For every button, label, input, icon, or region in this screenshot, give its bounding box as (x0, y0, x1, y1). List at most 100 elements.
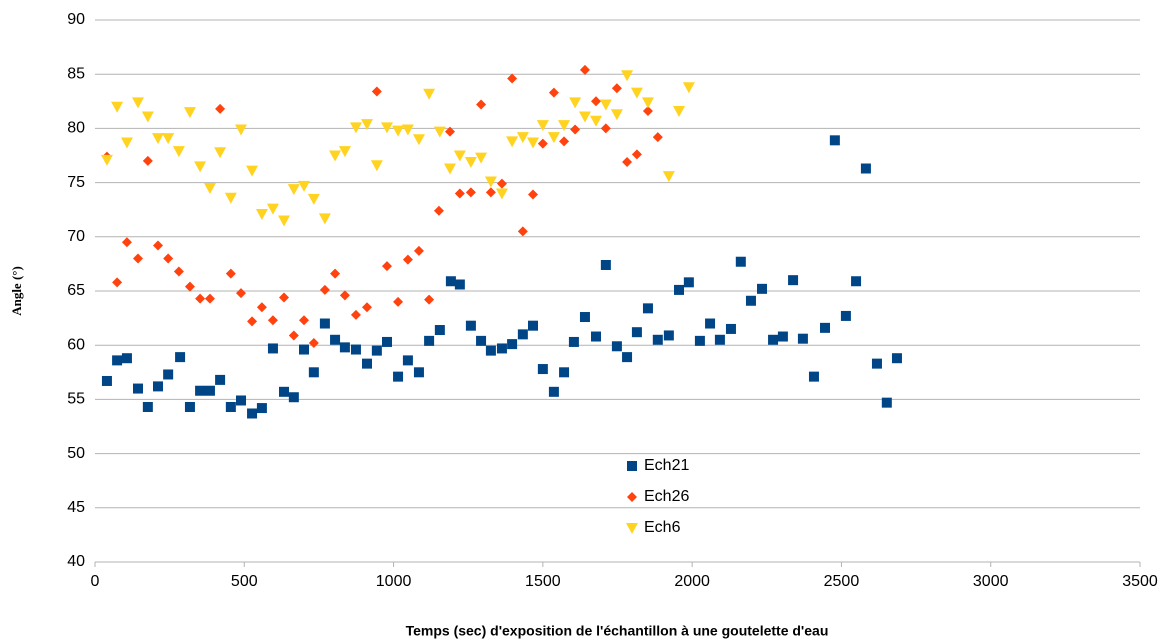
data-point (517, 226, 528, 237)
x-tick-label: 0 (91, 573, 100, 590)
data-point (641, 97, 654, 109)
data-point (434, 325, 445, 336)
data-point (278, 386, 289, 397)
data-point (610, 109, 623, 121)
data-point (820, 322, 831, 333)
y-tick-label: 55 (67, 391, 85, 408)
data-point (600, 123, 611, 134)
y-tick-label: 90 (67, 11, 85, 28)
data-point (307, 193, 320, 205)
data-point (162, 133, 175, 145)
data-point (194, 161, 207, 173)
x-tick-label: 2500 (824, 573, 860, 590)
data-point (142, 155, 153, 166)
data-point (195, 385, 206, 396)
data-point (349, 122, 362, 134)
data-point (424, 335, 435, 346)
data-point (622, 352, 633, 363)
data-point (277, 215, 290, 227)
y-tick-label: 60 (67, 336, 85, 353)
data-point (465, 187, 476, 198)
legend-label: Ech6 (644, 519, 681, 536)
data-point (339, 290, 350, 301)
data-point (236, 395, 247, 406)
data-point (757, 283, 768, 294)
data-point (777, 331, 788, 342)
data-point (163, 253, 174, 264)
data-point (517, 329, 528, 340)
data-point (444, 163, 457, 175)
data-point (299, 344, 309, 355)
data-point (339, 342, 350, 353)
x-tick-label: 3000 (973, 573, 1009, 590)
data-point (528, 189, 539, 200)
data-point (547, 132, 560, 144)
data-point (630, 87, 643, 99)
data-point (570, 124, 581, 135)
data-point (590, 115, 603, 127)
data-point (350, 344, 361, 355)
data-point (393, 371, 404, 382)
data-point (591, 96, 602, 107)
data-point (891, 353, 902, 364)
data-point (768, 334, 779, 345)
data-point (507, 73, 518, 84)
data-point (173, 266, 184, 277)
data-point (256, 302, 267, 313)
data-point (725, 323, 736, 334)
data-point (266, 203, 279, 215)
data-point (163, 369, 174, 380)
y-tick-label: 75 (67, 174, 85, 191)
y-axis-label: Angle (°) (9, 266, 24, 316)
data-point (682, 82, 695, 94)
data-point (121, 237, 132, 248)
data-point (559, 136, 570, 147)
data-point (184, 281, 195, 292)
data-point (674, 284, 685, 295)
data-point (673, 106, 686, 118)
data-point (485, 187, 496, 198)
data-point (288, 330, 299, 341)
x-tick-label: 1500 (525, 573, 561, 590)
data-point (537, 138, 548, 149)
data-point (111, 101, 124, 113)
data-point (568, 336, 579, 347)
data-point (476, 99, 487, 110)
data-point (361, 302, 372, 313)
data-point (100, 154, 113, 166)
data-point (318, 213, 331, 225)
data-point (236, 288, 247, 299)
data-point (642, 303, 653, 314)
data-point (475, 152, 488, 164)
data-point (829, 135, 840, 146)
data-point (528, 320, 539, 331)
data-point (652, 334, 663, 345)
y-tick-label: 40 (67, 553, 85, 570)
data-point (183, 107, 196, 119)
data-point (413, 367, 424, 378)
data-point (319, 284, 330, 295)
y-tick-label: 45 (67, 499, 85, 516)
data-point (360, 119, 373, 131)
data-point (496, 343, 507, 354)
data-point (255, 209, 268, 221)
data-point (246, 165, 259, 177)
data-point (120, 137, 133, 149)
data-point (622, 157, 633, 168)
data-point (101, 375, 112, 386)
data-point (579, 64, 590, 75)
data-point (381, 122, 394, 134)
data-point (745, 295, 756, 306)
data-point (476, 335, 487, 346)
legend-label: Ech21 (644, 457, 689, 474)
data-point (642, 106, 653, 117)
data-point (175, 352, 186, 363)
y-tick-label: 85 (67, 65, 85, 82)
data-point (621, 70, 634, 82)
data-point (662, 171, 675, 183)
data-point (247, 408, 258, 419)
data-point (579, 312, 590, 323)
data-point (797, 333, 808, 344)
data-point (256, 403, 267, 414)
data-point (611, 83, 622, 94)
